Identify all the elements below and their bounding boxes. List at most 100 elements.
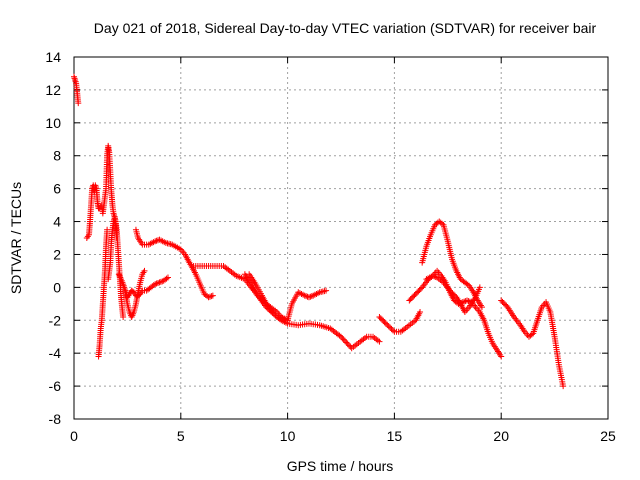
data-point [416,286,423,293]
data-point [284,317,291,324]
data-point [476,284,483,291]
data-point [323,287,330,294]
data-point [346,342,353,349]
series-s8 [188,262,216,301]
series-s15 [498,297,567,390]
data-point [152,238,159,245]
data-point [446,287,453,294]
y-tick-label: 10 [45,115,61,131]
series-s13 [419,218,485,311]
axis-ticks: 0 5 10 15 20 25 -8 -6 -4 -2 0 2 4 6 8 10 12 14 [45,49,616,444]
data-point [478,304,485,311]
data-point [464,297,471,304]
data-point [376,313,383,320]
data-point [104,226,111,233]
x-tick-label: 5 [177,428,185,444]
data-point [412,290,419,297]
series-s4 [105,215,120,283]
y-tick-label: 8 [53,148,61,164]
y-tick-label: -6 [49,378,62,394]
data-point [408,294,415,301]
chart-title: Day 021 of 2018, Sidereal Day-to-day VTE… [94,20,597,36]
data-point [432,273,439,280]
data-point [417,309,424,316]
data-point [338,333,344,340]
x-tick-label: 10 [280,428,296,444]
data-point [307,293,314,300]
y-tick-label: -8 [49,411,62,427]
data-point [407,296,414,303]
data-point [164,274,171,281]
data-point [385,323,392,330]
data-point [448,288,455,295]
data-point [206,293,213,300]
y-tick-label: 12 [45,82,61,98]
data-point [339,335,346,342]
x-tick-label: 20 [493,428,509,444]
data-point [410,293,417,300]
data-point [340,336,347,343]
data-point [431,273,438,280]
y-tick-label: 14 [45,49,61,65]
data-point [560,383,567,390]
data-point [449,290,456,297]
data-point [155,279,162,286]
data-point [205,294,212,301]
data-point [208,293,215,300]
data-point [429,272,436,279]
data-point [384,321,391,328]
data-point [498,297,505,304]
data-point [500,300,507,307]
series-s2 [83,142,127,320]
data-point [450,291,457,298]
data-point [380,317,387,324]
data-point [266,303,273,310]
y-axis-label: SDTVAR / TECUs [8,182,24,294]
data-point [379,316,386,323]
data-point [157,278,164,285]
data-point [305,294,312,301]
data-point [389,327,396,334]
data-point [308,293,315,300]
series-s11 [376,309,424,335]
series-s10 [246,271,291,324]
data-point [163,275,170,282]
data-point [303,293,310,300]
y-tick-label: 4 [53,214,61,230]
data-point [377,315,384,322]
data-point [343,339,350,346]
data-points [71,73,567,390]
y-tick-label: 6 [53,181,61,197]
data-point [141,267,148,274]
data-point [461,298,468,305]
data-point [415,288,422,295]
data-point [113,235,120,241]
data-point [382,320,389,327]
data-point [502,301,509,308]
data-point [120,313,127,320]
x-axis-label: GPS time / hours [287,458,394,474]
grid [74,57,608,419]
data-point [498,353,505,360]
data-point [344,340,351,347]
data-point [342,338,349,345]
plot-frame [73,56,609,420]
y-tick-label: -4 [49,345,62,361]
series-s1 [71,73,82,107]
data-point [153,280,160,287]
data-point [209,292,216,299]
y-tick-label: 2 [53,246,61,262]
data-point [152,281,159,288]
data-point [406,297,413,304]
data-point [388,326,395,333]
series-s3 [95,226,111,360]
x-tick-label: 25 [600,428,616,444]
series-s6 [122,267,148,320]
y-tick-label: -2 [49,312,62,328]
data-point [376,338,383,345]
data-point [75,100,82,107]
data-point [465,298,472,305]
data-point [387,324,394,331]
data-point [417,285,424,292]
